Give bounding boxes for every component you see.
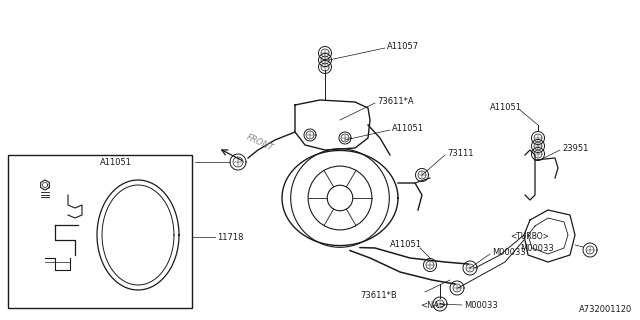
- Text: 73611*A: 73611*A: [377, 97, 413, 106]
- Text: FRONT: FRONT: [245, 133, 275, 153]
- Text: A732001120: A732001120: [579, 305, 632, 314]
- Text: 73611*B: 73611*B: [360, 292, 397, 300]
- Bar: [8, 155, 192, 308]
- Text: <NA>: <NA>: [420, 300, 446, 309]
- Text: 23951: 23951: [562, 143, 588, 153]
- Text: M00033: M00033: [464, 300, 498, 309]
- Text: A11051: A11051: [390, 239, 422, 249]
- Text: 11718: 11718: [217, 233, 243, 242]
- Text: <TURBO>: <TURBO>: [511, 231, 549, 241]
- Text: A11051: A11051: [100, 157, 132, 166]
- Text: A11051: A11051: [490, 102, 522, 111]
- Text: M00033: M00033: [520, 244, 554, 252]
- Text: A11051: A11051: [392, 124, 424, 132]
- Text: 73111: 73111: [447, 148, 474, 157]
- Text: M00033: M00033: [492, 247, 525, 257]
- Text: A11057: A11057: [387, 42, 419, 51]
